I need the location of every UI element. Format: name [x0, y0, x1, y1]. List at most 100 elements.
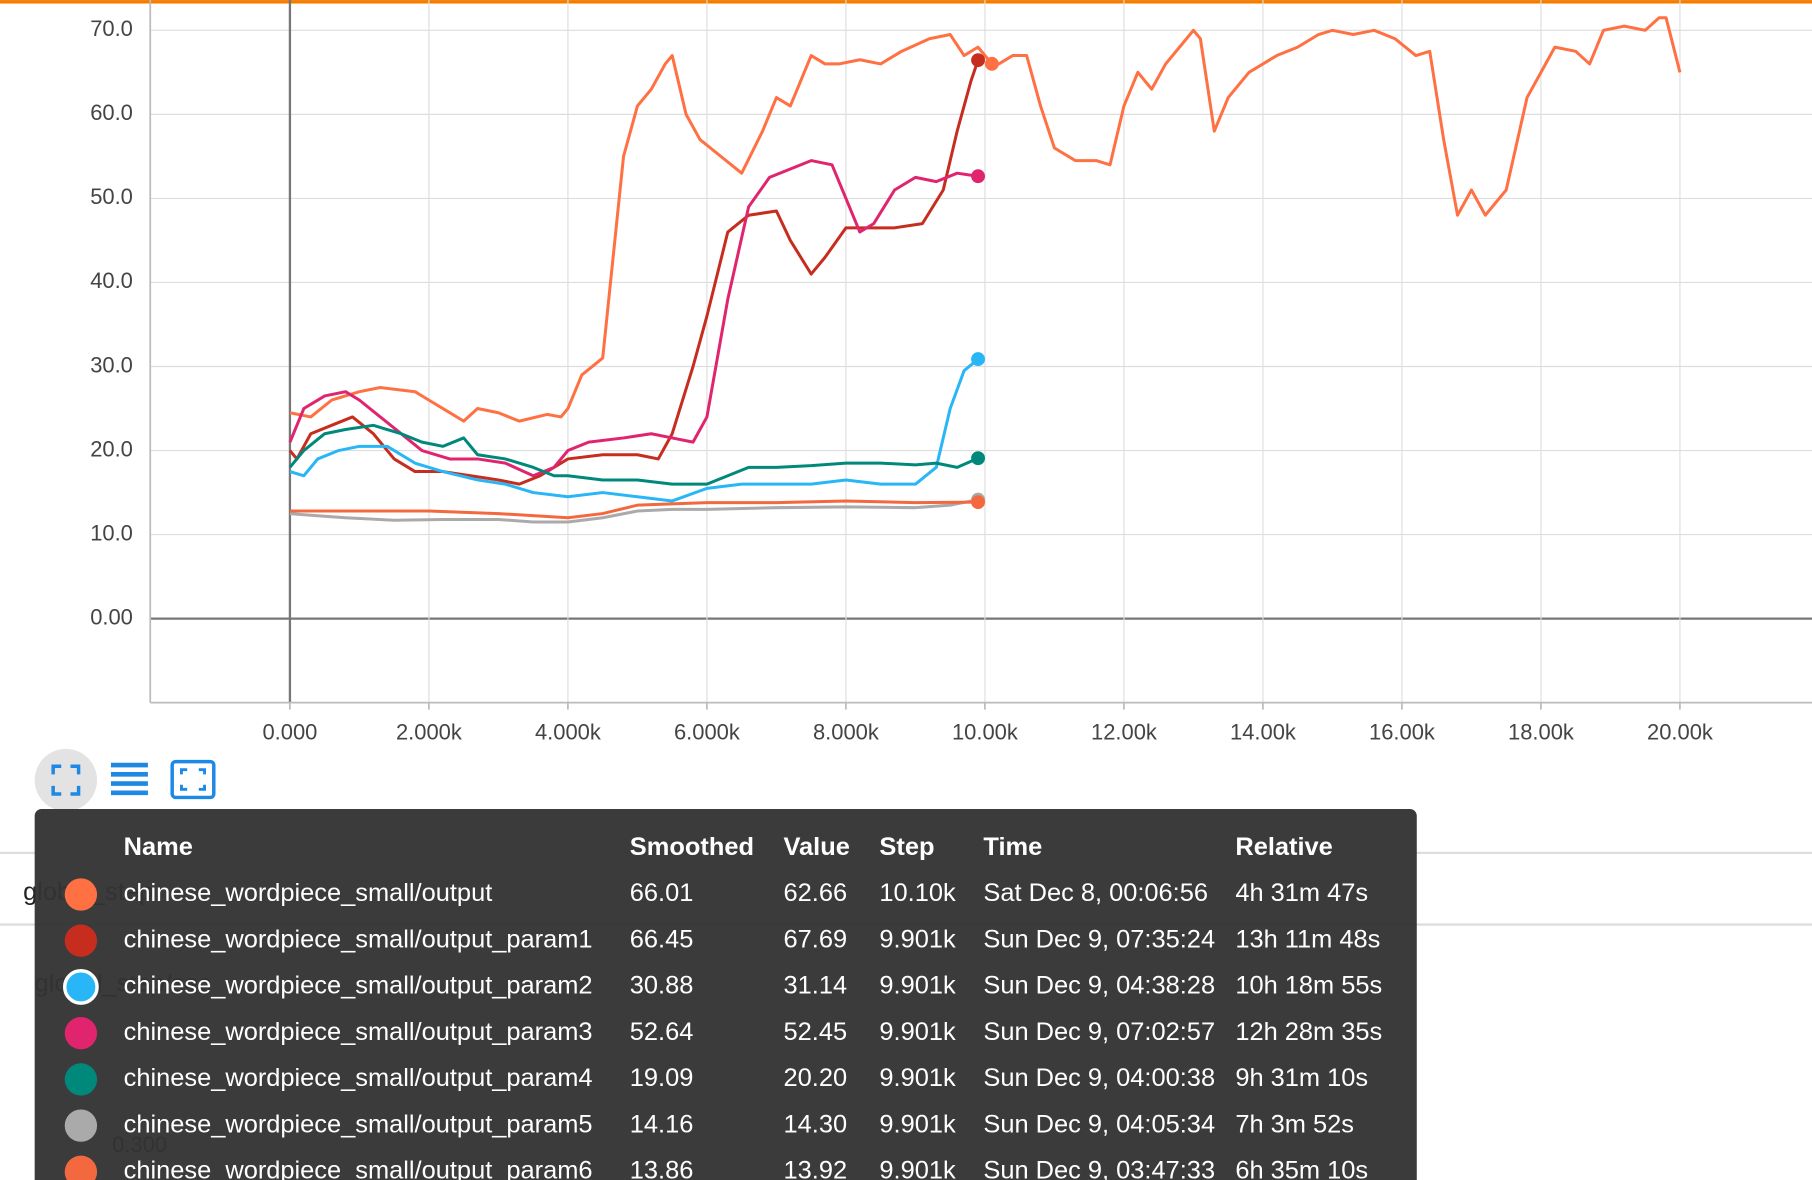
hover-dot — [984, 56, 999, 71]
log-scale-button[interactable] — [110, 762, 148, 796]
step-cell: 9.901k — [879, 1157, 956, 1180]
y-tick-label: 50.0 — [90, 184, 133, 209]
hover-dot — [971, 352, 985, 367]
fullscreen-button[interactable] — [34, 748, 98, 812]
smoothed-cell: 14.16 — [630, 1110, 694, 1138]
relative-cell: 6h 35m 10s — [1235, 1157, 1368, 1180]
x-tick-label: 8.000k — [813, 720, 879, 745]
value-cell: 52.45 — [784, 1018, 848, 1046]
x-tick-label: 12.00k — [1091, 720, 1157, 745]
smoothed-cell: 13.86 — [630, 1157, 694, 1180]
value-cell: 62.66 — [784, 879, 848, 907]
top-bar — [0, 0, 1812, 4]
column-header: Smoothed — [630, 833, 754, 861]
series-line — [288, 423, 979, 486]
column-header: Step — [879, 833, 934, 861]
smoothed-cell: 19.09 — [630, 1064, 694, 1092]
y-tick-label: 20.0 — [90, 436, 133, 461]
series-swatch — [64, 1155, 98, 1180]
x-tick-label: 20.00k — [1647, 720, 1713, 745]
y-tick-label: 60.0 — [90, 100, 133, 125]
relative-cell: 10h 18m 55s — [1235, 972, 1382, 1000]
run-name: chinese_wordpiece_small/output_param5 — [124, 1110, 593, 1138]
column-header: Value — [784, 833, 850, 861]
x-tick-label: 10.00k — [952, 720, 1018, 745]
value-cell: 20.20 — [784, 1064, 848, 1092]
time-cell: Sun Dec 9, 04:00:38 — [983, 1064, 1215, 1092]
relative-cell: 13h 11m 48s — [1235, 925, 1380, 953]
run-name: chinese_wordpiece_small/output_param1 — [124, 925, 593, 953]
series-line — [289, 498, 979, 524]
step-cell: 9.901k — [879, 1064, 956, 1092]
icon-bar — [110, 790, 148, 796]
step-cell: 9.901k — [879, 1018, 956, 1046]
smoothed-cell: 66.45 — [630, 925, 694, 953]
smoothed-cell: 66.01 — [630, 879, 694, 907]
relative-cell: 4h 31m 47s — [1235, 879, 1368, 907]
y-tick-label: 70.0 — [90, 16, 133, 41]
run-name: chinese_wordpiece_small/output_param2 — [124, 972, 593, 1000]
icon-frame — [170, 759, 216, 800]
step-cell: 10.10k — [879, 879, 956, 907]
series-swatch — [62, 969, 99, 1005]
x-tick-label: 4.000k — [535, 720, 601, 745]
fit-domain-button[interactable] — [170, 759, 216, 800]
smoothed-cell: 30.88 — [630, 972, 694, 1000]
tooltip-box — [34, 808, 1417, 1180]
y-tick-label: 10.0 — [90, 520, 133, 545]
time-cell: Sun Dec 9, 04:38:28 — [983, 972, 1215, 1000]
series-line — [289, 499, 979, 520]
time-cell: Sun Dec 9, 07:35:24 — [983, 925, 1215, 953]
x-tick-label: 2.000k — [396, 720, 462, 745]
step-cell: 9.901k — [879, 1110, 956, 1138]
time-cell: Sat Dec 8, 00:06:56 — [983, 879, 1208, 907]
plot: 0.00 10.0 20.0 30.0 40.0 50.0 60.0 70.0 0.000 2.0… — [90, 0, 1812, 745]
column-header: Name — [124, 833, 193, 861]
value-cell: 13.92 — [784, 1157, 848, 1180]
x-tick-label: 18.00k — [1508, 720, 1574, 745]
step-cell: 9.901k — [879, 925, 956, 953]
series-swatch — [64, 1109, 98, 1142]
icon-bar — [110, 781, 148, 786]
series-swatch — [64, 924, 98, 957]
value-cell: 31.14 — [784, 972, 848, 1000]
x-tick-label: 6.000k — [674, 720, 740, 745]
series-swatch — [64, 878, 98, 911]
icon-bar — [110, 772, 148, 777]
run-name: chinese_wordpiece_small/output_param3 — [124, 1018, 593, 1046]
series-swatch — [64, 1016, 98, 1050]
time-cell: Sun Dec 9, 03:47:33 — [983, 1157, 1215, 1180]
fullscreen-icon — [51, 764, 81, 796]
series-line — [288, 159, 979, 478]
x-tick-label: 14.00k — [1230, 720, 1296, 745]
smoothed-cell: 52.64 — [630, 1018, 694, 1046]
y-tick-label: 0.00 — [90, 604, 133, 629]
column-header: Time — [983, 833, 1042, 861]
series-swatch — [64, 1063, 98, 1096]
value-cell: 67.69 — [784, 925, 848, 953]
relative-cell: 12h 28m 35s — [1235, 1018, 1382, 1046]
hover-dot — [971, 451, 985, 466]
step-cell: 9.901k — [879, 972, 956, 1000]
y-tick-label: 30.0 — [90, 352, 133, 377]
run-name: chinese_wordpiece_small/output_param6 — [124, 1157, 593, 1180]
relative-cell: 7h 3m 52s — [1235, 1110, 1354, 1138]
time-cell: Sun Dec 9, 07:02:57 — [983, 1018, 1215, 1046]
hover-dot — [971, 53, 985, 68]
tooltip: Name Smoothed Value Step Time Relative chinese… — [34, 808, 1417, 1180]
x-tick-label: 0.000 — [262, 720, 317, 745]
y-tick-label: 40.0 — [90, 268, 133, 293]
series-line — [289, 16, 1682, 423]
run-name: chinese_wordpiece_small/output_param4 — [124, 1064, 593, 1092]
icon-corners — [179, 768, 206, 791]
relative-cell: 9h 31m 10s — [1235, 1064, 1368, 1092]
time-cell: Sun Dec 9, 04:05:34 — [983, 1110, 1215, 1138]
hover-dot — [971, 169, 985, 184]
column-header: Relative — [1235, 833, 1332, 861]
value-cell: 14.30 — [784, 1110, 848, 1138]
run-name: chinese_wordpiece_small/output — [124, 879, 493, 907]
series-line — [289, 357, 980, 503]
icon-bar — [110, 762, 148, 768]
